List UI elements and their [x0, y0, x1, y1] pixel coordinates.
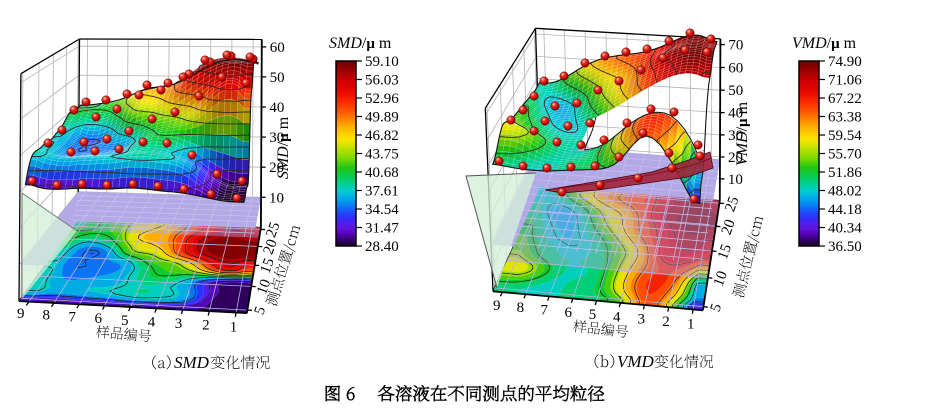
svg-text:3: 3 — [638, 312, 646, 328]
svg-text:36.50: 36.50 — [828, 239, 862, 255]
svg-text:48.02: 48.02 — [828, 184, 862, 200]
svg-text:40.34: 40.34 — [828, 221, 862, 237]
svg-text:70: 70 — [728, 38, 743, 54]
svg-text:20: 20 — [728, 150, 743, 166]
svg-text:20: 20 — [261, 237, 281, 257]
svg-text:40: 40 — [269, 100, 284, 116]
svg-text:2: 2 — [202, 318, 210, 334]
svg-text:9: 9 — [493, 298, 501, 314]
svg-text:5: 5 — [708, 302, 726, 315]
svg-text:1: 1 — [230, 319, 238, 335]
svg-text:10: 10 — [269, 190, 284, 206]
svg-text:25: 25 — [263, 220, 283, 240]
svg-text:10: 10 — [254, 277, 274, 297]
svg-text:VMD/μ m: VMD/μ m — [734, 101, 751, 166]
svg-text:1: 1 — [687, 316, 695, 332]
svg-text:71.06: 71.06 — [828, 73, 862, 89]
svg-text:3: 3 — [175, 316, 183, 332]
svg-text:6: 6 — [565, 305, 573, 321]
svg-text:5: 5 — [121, 313, 129, 329]
svg-text:2: 2 — [662, 314, 670, 330]
svg-text:20: 20 — [719, 218, 739, 238]
svg-text:7: 7 — [68, 309, 76, 325]
svg-text:37.61: 37.61 — [365, 184, 399, 200]
svg-text:30: 30 — [728, 128, 743, 144]
svg-text:31.47: 31.47 — [365, 221, 399, 237]
svg-text:34.54: 34.54 — [365, 202, 399, 218]
svg-text:30: 30 — [269, 130, 284, 146]
svg-text:59.54: 59.54 — [828, 128, 862, 144]
svg-text:40: 40 — [728, 106, 743, 122]
svg-text:9: 9 — [17, 306, 25, 322]
svg-text:SMD/μ m: SMD/μ m — [275, 116, 292, 179]
svg-text:56.03: 56.03 — [365, 73, 399, 89]
svg-text:43.75: 43.75 — [365, 147, 399, 163]
svg-text:55.70: 55.70 — [828, 147, 862, 163]
svg-text:7: 7 — [541, 303, 549, 319]
svg-text:49.89: 49.89 — [365, 110, 399, 126]
svg-text:59.10: 59.10 — [365, 54, 399, 70]
svg-text:44.18: 44.18 — [828, 202, 862, 218]
svg-text:51.86: 51.86 — [828, 165, 862, 181]
svg-text:6: 6 — [95, 311, 103, 327]
svg-text:8: 8 — [517, 300, 525, 316]
svg-text:52.96: 52.96 — [365, 91, 399, 107]
svg-text:4: 4 — [148, 314, 156, 330]
svg-text:50: 50 — [728, 83, 743, 99]
svg-text:46.82: 46.82 — [365, 128, 399, 144]
svg-text:67.22: 67.22 — [828, 91, 862, 107]
svg-text:50: 50 — [270, 70, 285, 86]
svg-text:10: 10 — [711, 269, 731, 289]
svg-text:5: 5 — [252, 304, 270, 317]
svg-text:4: 4 — [613, 309, 621, 325]
svg-text:15: 15 — [258, 256, 278, 276]
svg-text:10: 10 — [728, 172, 743, 188]
svg-text:20: 20 — [269, 160, 284, 176]
svg-text:63.38: 63.38 — [828, 110, 862, 126]
svg-text:VMD: VMD — [617, 352, 655, 371]
svg-text:VMD/μ m: VMD/μ m — [792, 35, 857, 52]
svg-text:5: 5 — [589, 307, 597, 323]
svg-text:SMD: SMD — [174, 353, 210, 372]
svg-text:74.90: 74.90 — [828, 54, 862, 70]
svg-text:40.68: 40.68 — [365, 165, 399, 181]
svg-text:28.40: 28.40 — [365, 239, 399, 255]
svg-text:60: 60 — [270, 40, 285, 56]
svg-text:8: 8 — [43, 308, 51, 324]
svg-text:25: 25 — [722, 194, 742, 214]
svg-text:SMD/μ m: SMD/μ m — [329, 35, 392, 52]
svg-text:15: 15 — [715, 242, 735, 262]
svg-text:60: 60 — [728, 61, 743, 77]
